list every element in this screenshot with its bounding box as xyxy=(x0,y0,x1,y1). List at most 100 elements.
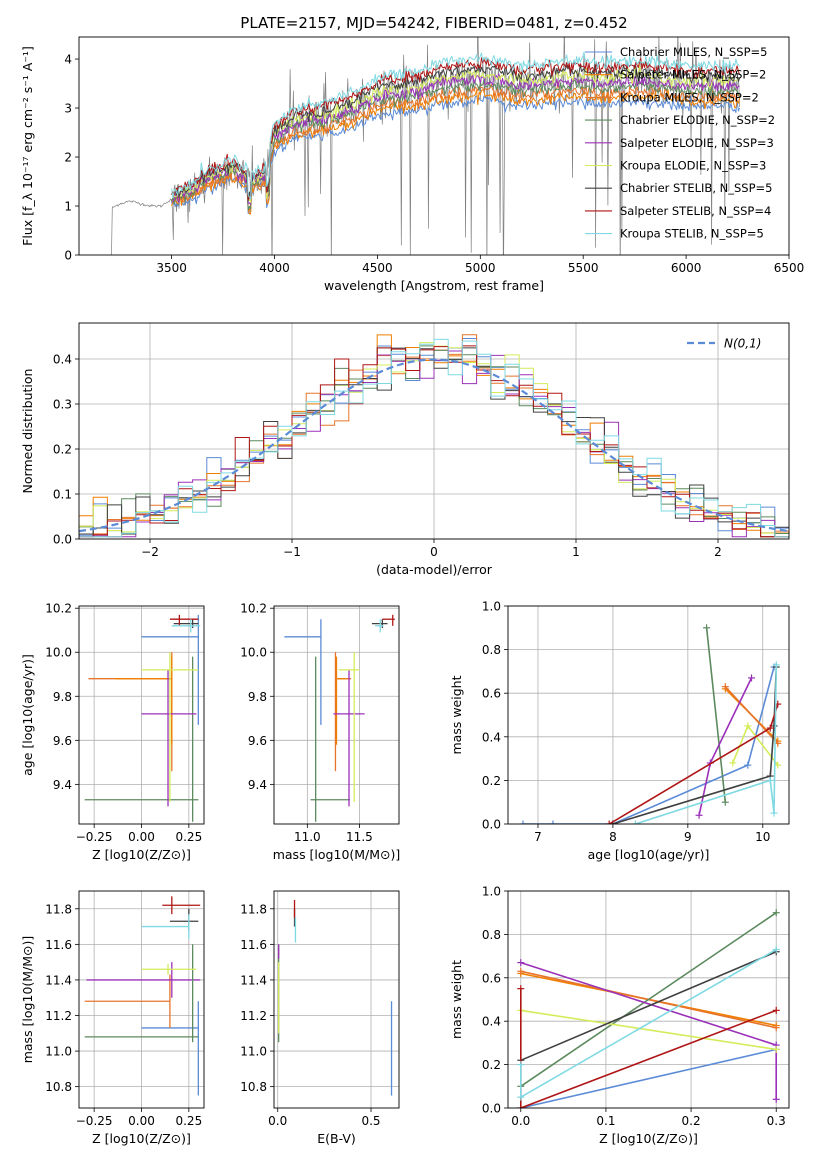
grid xyxy=(79,891,204,1108)
legend-label: N(0,1) xyxy=(724,337,761,351)
x-tick-label: 0.5 xyxy=(361,1114,380,1128)
y-tick-label: 1.0 xyxy=(482,600,501,614)
errorbar-point-chabrier_elodie xyxy=(310,656,351,822)
plot-area xyxy=(519,624,782,824)
axes-frame xyxy=(273,605,400,825)
errorbar-point-kroupa_stelib xyxy=(141,914,190,940)
series-kroupa_elodie xyxy=(729,722,782,769)
axes: −0.25 0.00 0.25 9.4 9.6 9.8 10.0 10.2 Z [log10(Z… xyxy=(20,602,205,862)
x-axis-label: Z [log10(Z/Z⊙)] xyxy=(92,847,191,862)
x-tick-label: 0.0 xyxy=(511,1114,530,1128)
y-tick-label: 0.6 xyxy=(482,687,501,701)
errorbar-point-kroupa_stelib xyxy=(375,619,384,633)
y-tick-label: 11.4 xyxy=(45,973,72,987)
axes-frame xyxy=(273,890,400,1109)
y-tick-label: 0.0 xyxy=(482,818,501,832)
y-axis-label: Flux [f_λ 10⁻¹⁷ erg cm⁻² s⁻¹ A⁻¹] xyxy=(20,46,35,246)
x-tick-label: 11.5 xyxy=(346,830,373,844)
y-tick-label: 0.2 xyxy=(482,774,501,788)
grid xyxy=(79,606,204,824)
panel-residuals: −2 −1 0 1 2 0.0 0.1 0.2 0.3 0.4 (data-model)/error… xyxy=(20,322,790,577)
plot-area xyxy=(284,614,395,822)
y-tick-label: 10.8 xyxy=(45,1080,72,1094)
errorbar-point-kroupa_miles xyxy=(84,974,171,1028)
x-tick-label: 5500 xyxy=(568,261,599,275)
y-tick-label: 0.1 xyxy=(53,488,72,502)
axes: −0.25 0.00 0.25 10.8 11.0 11.2 11.4 11.6 11.8 Z [… xyxy=(20,890,205,1146)
series-line xyxy=(519,988,777,1108)
errorbar-point-chabrier_miles xyxy=(284,619,322,725)
series-salpeter_stelib xyxy=(517,985,780,1108)
x-tick-label: 0.00 xyxy=(128,1114,155,1128)
y-tick-label: 1.0 xyxy=(482,885,501,899)
x-tick-label: 0.25 xyxy=(175,830,202,844)
y-tick-label: 9.8 xyxy=(53,690,72,704)
y-tick-label: 11.2 xyxy=(240,1009,267,1023)
errorbar-point-salpeter_miles xyxy=(335,656,347,745)
y-tick-label: 3 xyxy=(64,102,72,116)
legend-label: Chabrier MILES, N_SSP=5 xyxy=(620,45,767,59)
x-tick-label: 8 xyxy=(609,830,617,844)
errorbar-point-salpeter_elodie xyxy=(141,669,197,807)
errorbar-point-kroupa_elodie xyxy=(141,963,197,975)
plot-area xyxy=(517,909,780,1108)
y-tick-label: 10.0 xyxy=(45,646,72,660)
errorbar-point-salpeter_stelib xyxy=(169,614,199,626)
series-chabrier_elodie xyxy=(517,909,780,1090)
axes: 7 8 9 10 0.0 0.2 0.4 0.6 0.8 1.0 age [log10(age/yr… xyxy=(449,600,790,862)
series-chabrier_stelib xyxy=(609,663,780,824)
y-tick-label: 0.2 xyxy=(53,443,72,457)
x-tick-label: 0 xyxy=(430,545,438,559)
x-axis-label: mass [log10(M/M⊙)] xyxy=(273,847,401,862)
legend-label: Salpeter STELIB, N_SSP=4 xyxy=(620,204,771,218)
grid xyxy=(274,891,399,1108)
model-spectrum-chabrier_miles xyxy=(171,93,741,214)
y-tick-label: 9.4 xyxy=(53,778,72,792)
errorbar-point-salpeter_miles xyxy=(114,656,173,745)
series-kroupa_elodie xyxy=(517,1006,780,1053)
x-axis-label: Z [log10(Z/Z⊙)] xyxy=(92,1131,191,1146)
series-chabrier_elodie xyxy=(703,624,729,806)
series-line xyxy=(523,666,775,824)
x-tick-label: 0.0 xyxy=(268,1114,287,1128)
x-tick-label: 5000 xyxy=(465,261,496,275)
y-tick-label: 11.0 xyxy=(45,1045,72,1059)
panel-mass-vs-ebv: 0.0 0.5 10.8 11.0 11.2 11.4 11.6 11.8 E(B-V) xyxy=(240,890,400,1146)
x-tick-label: 10 xyxy=(755,830,770,844)
model-spectrum-kroupa_stelib xyxy=(171,51,741,200)
series-line xyxy=(612,666,778,824)
y-tick-label: 10.2 xyxy=(45,602,72,616)
x-tick-label: 7 xyxy=(534,830,542,844)
y-tick-label: 0 xyxy=(64,249,72,263)
plot-area xyxy=(84,896,201,1096)
y-axis-label: Normed distribution xyxy=(20,369,35,494)
y-tick-label: 9.6 xyxy=(248,734,267,748)
x-tick-label: −0.25 xyxy=(76,1114,113,1128)
y-tick-label: 11.6 xyxy=(45,938,72,952)
y-axis-label: mass weight xyxy=(449,960,464,1039)
y-tick-label: 0.4 xyxy=(482,730,501,744)
errorbar-point-kroupa_elodie xyxy=(338,652,360,802)
x-axis-label: E(B-V) xyxy=(317,1131,356,1146)
x-tick-label: 4000 xyxy=(259,261,290,275)
errorbar-point-salpeter_stelib xyxy=(382,614,395,626)
x-tick-label: 0.3 xyxy=(767,1114,786,1128)
panel-age-vs-mass: 11.0 11.5 9.4 9.6 9.8 10.0 10.2 mass [log10(M/M… xyxy=(240,602,400,862)
series-line xyxy=(520,1048,777,1108)
y-tick-label: 10.2 xyxy=(240,602,267,616)
x-tick-label: 6000 xyxy=(671,261,702,275)
axes: 0.0 0.1 0.2 0.3 0.0 0.2 0.4 0.6 0.8 1.0 Z [log10(Z… xyxy=(449,885,790,1146)
y-tick-label: 11.2 xyxy=(45,1009,72,1023)
y-tick-label: 11.8 xyxy=(240,902,267,916)
x-tick-label: 0.1 xyxy=(596,1114,615,1128)
y-tick-label: 11.4 xyxy=(240,973,267,987)
x-axis-label: age [log10(age/yr)] xyxy=(588,847,710,862)
series-line xyxy=(520,1009,777,1051)
x-tick-label: 0.00 xyxy=(128,830,155,844)
panel-mass-weight-vs-Z: 0.0 0.1 0.2 0.3 0.0 0.2 0.4 0.6 0.8 1.0 Z [log10(Z… xyxy=(449,885,790,1146)
y-axis-label: age [log10(age/yr)] xyxy=(20,654,35,776)
panel-mass-vs-Z: −0.25 0.00 0.25 10.8 11.0 11.2 11.4 11.6 11.8 Z [… xyxy=(20,890,205,1146)
x-tick-label: −0.25 xyxy=(76,830,113,844)
y-axis-label: mass weight xyxy=(449,675,464,754)
x-tick-label: −1 xyxy=(283,545,301,559)
